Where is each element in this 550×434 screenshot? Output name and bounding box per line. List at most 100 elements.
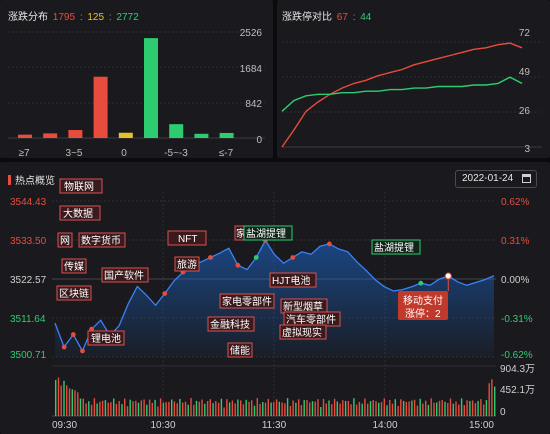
volume-bar [422,403,424,416]
volume-bar [176,403,178,416]
volume-bar [231,400,234,416]
tag-nft[interactable]: NFT [167,230,207,246]
distribution-title: 涨跌分布 [8,12,48,23]
movepay-callout[interactable]: 移动支付 涨停：2 [398,291,448,320]
tag-yanhutili-2[interactable]: 盐湖提锂 [371,239,421,255]
volume-bar [361,403,363,416]
dist-bar [93,76,108,138]
volume-bar [275,399,278,416]
volume-tick: 452.1万 [500,385,535,396]
volume-bar [441,400,443,416]
calendar-icon[interactable] [522,174,531,183]
event-dot [235,262,241,268]
svg-text:大数据: 大数据 [63,207,93,220]
volume-bar [173,401,176,416]
tag-lidianchi[interactable]: 锂电池 [87,330,125,346]
volume-bar [477,400,479,416]
volume-bar [485,400,488,416]
dist-bar [118,132,133,138]
separator: : [79,12,83,23]
dist-xlabel: 0 [121,148,127,158]
volume-bar [433,402,435,416]
callout-dot [444,272,452,280]
svg-text:数字货币: 数字货币 [81,234,121,247]
volume-bar [488,383,490,416]
tag-chuanmei[interactable]: 传媒 [61,258,87,274]
dist-xlabel: ≤-7 [219,148,234,158]
tag-dashuju[interactable]: 大数据 [59,205,101,221]
volume-bar [135,400,137,416]
limit-line-up [281,42,523,148]
volume-bar [394,399,396,416]
volume-bar [466,400,468,416]
volume-bar [458,404,460,416]
svg-text:储能: 储能 [230,344,250,357]
tag-wulianwang[interactable]: 物联网 [59,178,103,194]
volume-bar [438,400,441,416]
svg-text:HJT电池: HJT电池 [272,274,310,287]
dist-bar [18,134,32,138]
volume-bar [159,398,162,416]
separator: : [108,12,112,23]
volume-bar [240,400,242,416]
volume-bar [447,403,449,416]
limit-chart: 72 49 26 3 [281,28,542,155]
volume-bar [474,403,477,416]
limit-ytick: 49 [519,67,531,78]
volume-bar [380,402,383,416]
up-count: 1795 [52,12,76,23]
volume-bar [270,402,272,416]
dist-bar [219,132,234,138]
volume-bar [320,407,322,416]
volume-bar [55,380,57,416]
tag-wang[interactable]: 网 [57,232,73,248]
volume-bar [303,400,305,416]
tag-xunixianshi[interactable]: 虚拟现实 [279,324,327,340]
volume-bar [491,379,493,416]
event-dot [80,348,85,354]
volume-bar [372,400,374,416]
tag-lvyou[interactable]: 旅游 [174,256,200,272]
volume-bar [168,401,170,416]
event-dot [253,255,259,260]
down-count: 2772 [116,12,139,23]
volume-bar [71,389,73,416]
price-tick: 3544.43 [10,197,47,208]
svg-text:家: 家 [236,227,246,240]
tag-shuzihuobi[interactable]: 数字货币 [78,232,126,248]
volume-bar [124,398,126,416]
tag-chuneng[interactable]: 储能 [227,342,253,358]
volume-tick: 0 [500,407,506,418]
dist-bar [43,133,58,138]
event-dot [89,326,94,332]
time-label: 15:00 [469,420,494,431]
tag-xinxingyancao[interactable]: 新型烟草 [280,298,328,314]
tag-jiadianlingbujian[interactable]: 家电零部件 [219,293,275,309]
volume-bar [325,403,327,416]
dist-bar [68,130,83,138]
tag-hjt[interactable]: HJT电池 [269,272,317,288]
dist-bar [194,133,209,138]
volume-bar [259,403,261,416]
volume-bar [344,400,347,416]
tag-jinrongkeji[interactable]: 金融科技 [207,316,255,332]
tag-qichelingbujian[interactable]: 汽车零部件 [283,311,341,327]
pct-tick: 0.62% [501,197,529,208]
tag-yanhutili[interactable]: 盐湖提锂 [243,225,293,241]
price-tick: 3511.64 [10,314,46,325]
date-picker[interactable]: 2022-01-24 [455,170,537,188]
volume-bar [342,400,344,416]
volume-bar [314,401,316,416]
volume-bar [101,400,104,416]
tag-qukuailian[interactable]: 区块链 [56,285,92,301]
svg-text:国产软件: 国产软件 [104,269,144,282]
volume-bar [137,402,140,416]
tag-guochanruanjian[interactable]: 国产软件 [101,267,149,283]
dist-xlabel: 3~5 [66,148,83,158]
event-dot [61,344,67,350]
price-tick: 3522.57 [10,275,47,286]
volume-bar [60,385,62,416]
volume-bar [107,402,109,416]
svg-text:移动支付: 移动支付 [403,294,443,307]
volume-bar [195,400,198,416]
